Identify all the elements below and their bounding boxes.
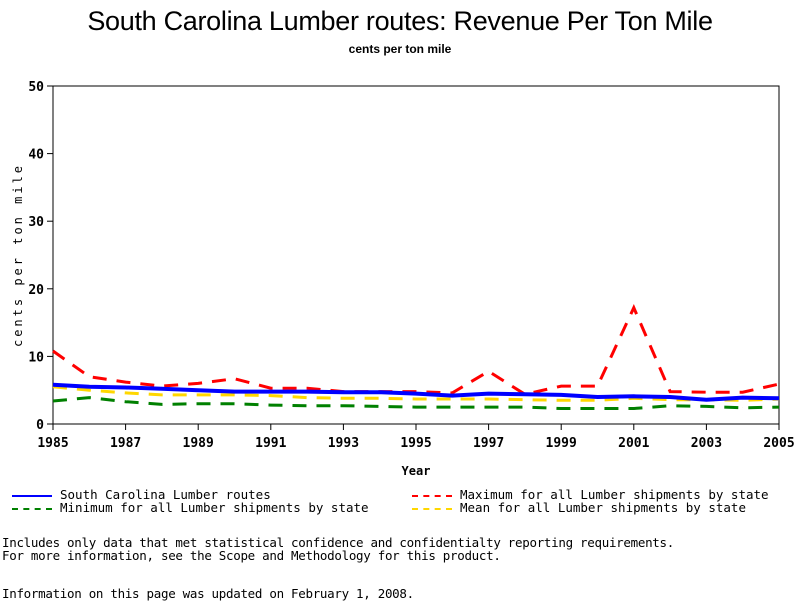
footnote-methodology: For more information, see the Scope and … [2, 548, 501, 563]
x-tick-label: 1999 [546, 436, 577, 451]
legend-item-mean: Mean for all Lumber shipments by state [412, 500, 746, 515]
legend-item-minimum: Minimum for all Lumber shipments by stat… [12, 500, 369, 515]
x-tick-label: 1989 [183, 436, 214, 451]
legend-swatch-dashed-icon [412, 508, 452, 510]
series-line-maximum-for-all-lumber-shipments-by-state [53, 308, 779, 395]
legend-swatch-solid-icon [12, 495, 52, 497]
footnote-updated: Information on this page was updated on … [2, 586, 414, 601]
y-tick-label: 10 [28, 350, 44, 365]
x-axis: 1985 1987 1989 1991 1993 1995 1997 1999 2001 2003… [37, 424, 794, 451]
legend-label: Mean for all Lumber shipments by state [460, 500, 746, 515]
x-tick-label: 1997 [473, 436, 504, 451]
x-tick-label: 1985 [37, 436, 68, 451]
legend-swatch-dashed-icon [412, 495, 452, 497]
x-tick-label: 2001 [618, 436, 649, 451]
series-layer [53, 308, 779, 409]
x-tick-label: 1993 [328, 436, 359, 451]
x-tick-label: 1987 [110, 436, 141, 451]
x-tick-label: 2003 [691, 436, 722, 451]
legend-label: Minimum for all Lumber shipments by stat… [60, 500, 369, 515]
y-tick-label: 0 [36, 418, 44, 433]
y-axis: 0 10 20 30 40 50 [28, 80, 53, 433]
y-tick-label: 50 [28, 80, 44, 95]
line-chart: 0 10 20 30 40 50 1985 1987 1989 1991 1993 1995 1997… [0, 0, 800, 480]
legend-swatch-dashed-icon [12, 508, 52, 510]
x-tick-label: 1995 [400, 436, 431, 451]
plot-frame [53, 86, 779, 424]
y-tick-label: 20 [28, 283, 44, 298]
y-tick-label: 40 [28, 148, 44, 163]
y-axis-title: cents per ton mile [11, 163, 25, 347]
x-tick-label: 2005 [763, 436, 794, 451]
x-axis-title: Year [402, 464, 431, 478]
y-tick-label: 30 [28, 215, 44, 230]
x-tick-label: 1991 [255, 436, 286, 451]
